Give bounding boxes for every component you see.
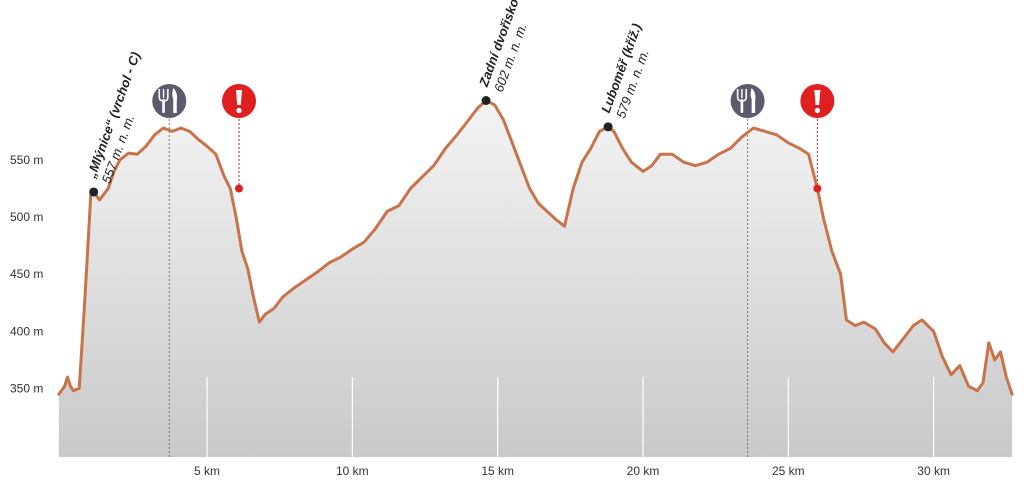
x-tick-label: 20 km [627,464,660,478]
fork-handle [740,99,744,113]
y-tick-label: 350 m [10,381,43,395]
elevation-area [58,100,1013,457]
x-tick-label: 15 km [481,464,514,478]
fork-handle [162,99,165,113]
vertical-gridlines [206,377,935,457]
waypoint-point [481,96,491,106]
waypoint-markers [89,96,822,197]
food-badge [152,84,187,118]
food-icon [730,84,765,118]
marker-lines [168,119,818,457]
y-tick-label: 500 m [10,210,43,224]
warning-point [813,184,822,193]
waypoint-point [89,187,99,197]
x-tick-label: 25 km [772,464,805,478]
x-tick-label: 5 km [194,464,220,478]
elevation-line [57,99,1014,396]
poi-icons [152,84,835,118]
exclamation-bar [814,90,821,105]
x-axis: 5 km 10 km 15 km 20 km 25 km 30 km [194,464,950,478]
food-icon [152,84,187,118]
warning-icon [222,84,257,118]
fork-head [736,89,748,102]
y-tick-label: 450 m [10,267,43,281]
warning-point [235,184,244,193]
y-tick-label: 400 m [10,324,43,338]
y-tick-label: 550 m [10,153,43,167]
knife [750,88,756,113]
waypoint-point [603,122,613,132]
exclamation-bar [236,90,243,105]
exclamation-dot [236,107,242,114]
y-axis: 350 m 400 m 450 m 500 m 550 m [10,153,43,396]
warning-icon [800,84,835,118]
food-badge [730,84,765,118]
fork-head [158,89,169,102]
x-tick-label: 30 km [917,464,950,478]
exclamation-dot [814,107,820,114]
x-tick-label: 10 km [336,464,369,478]
knife [172,88,178,113]
